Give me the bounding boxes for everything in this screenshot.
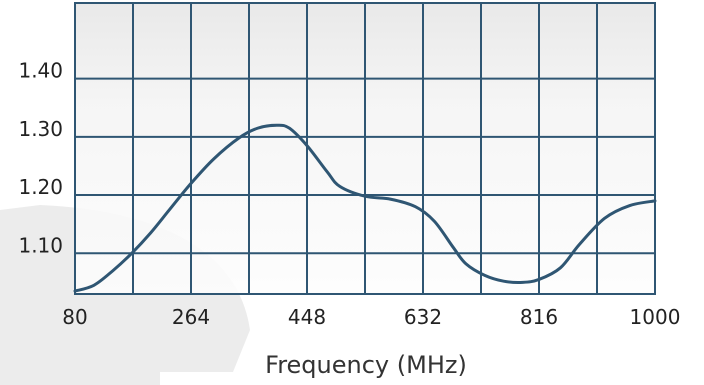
- y-tick-label: 1.30: [18, 117, 63, 141]
- x-tick-label: 816: [520, 305, 558, 329]
- x-axis-title: Frequency (MHz): [265, 351, 467, 379]
- series-line: [73, 123, 657, 293]
- plot-frame: [74, 2, 656, 295]
- y-tick-label: 1.10: [18, 233, 63, 257]
- x-tick-labels: 80 264 448 632 816 1000: [62, 305, 680, 329]
- x-tick-label: 264: [172, 305, 210, 329]
- x-tick-label: 632: [404, 305, 442, 329]
- horizontal-gridlines: [75, 77, 655, 255]
- vertical-gridlines: [132, 3, 598, 294]
- y-tick-label: 1.20: [18, 175, 63, 199]
- x-tick-label: 1000: [630, 305, 681, 329]
- x-tick-label: 80: [62, 305, 87, 329]
- x-tick-label: 448: [288, 305, 326, 329]
- y-tick-labels: 1.10 1.20 1.30 1.40: [18, 59, 63, 258]
- y-tick-label: 1.40: [18, 59, 63, 83]
- series-layer: [73, 123, 657, 293]
